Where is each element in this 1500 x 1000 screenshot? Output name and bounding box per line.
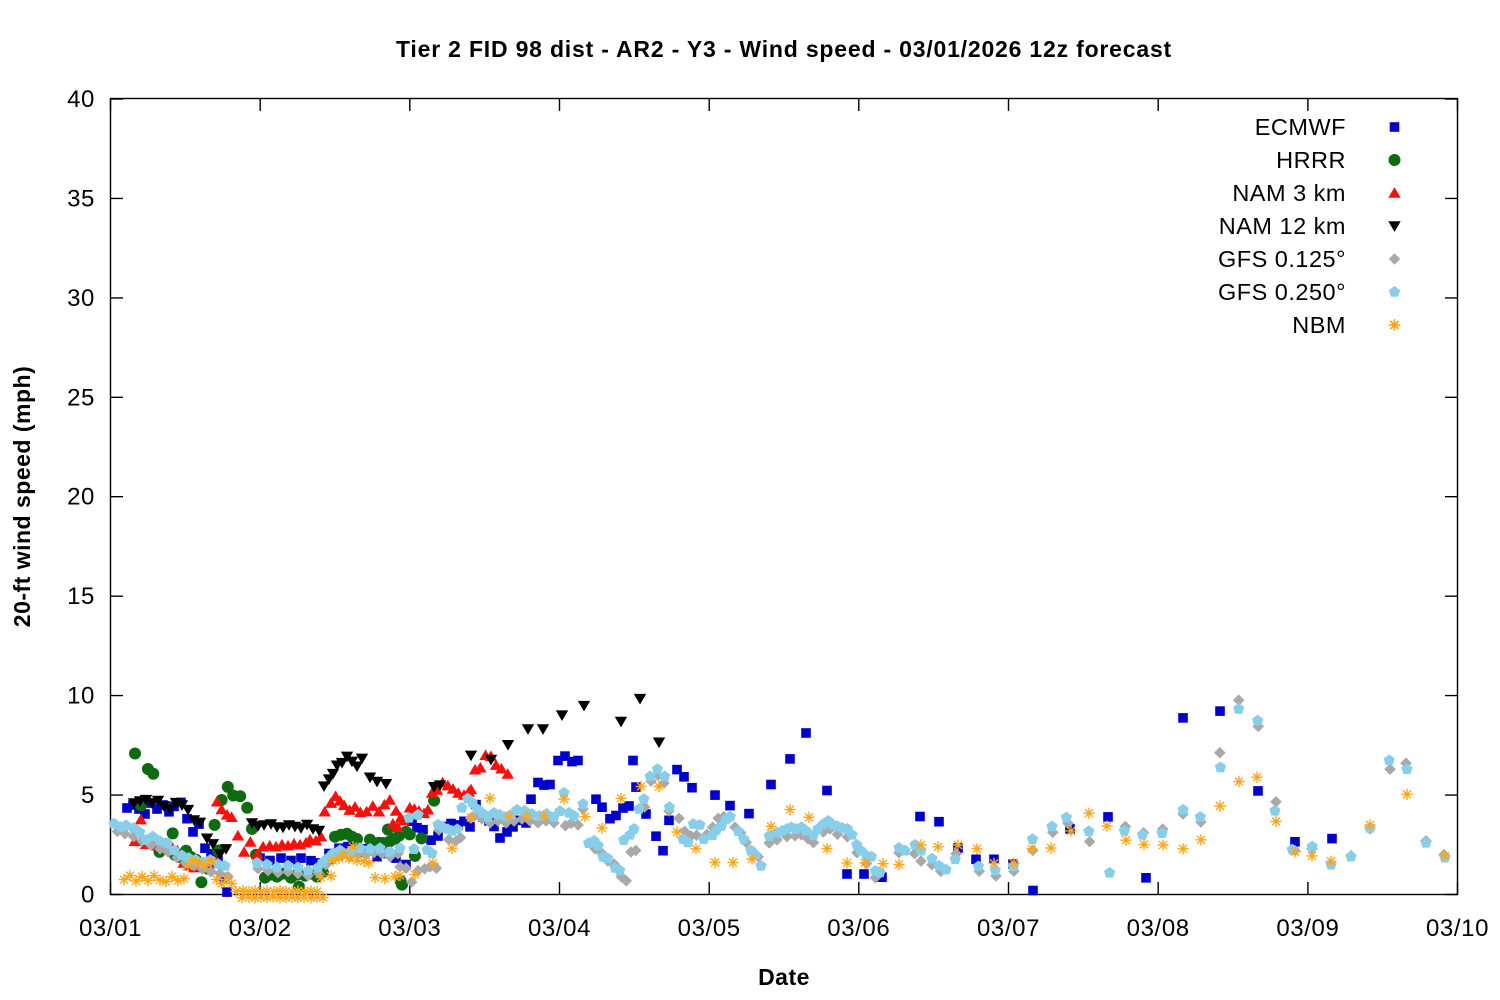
svg-text:03/09: 03/09 <box>1276 915 1339 942</box>
svg-text:03/10: 03/10 <box>1426 915 1489 942</box>
svg-text:15: 15 <box>67 583 95 610</box>
svg-text:Date: Date <box>758 964 810 990</box>
svg-text:NAM 12 km: NAM 12 km <box>1219 213 1346 239</box>
svg-text:NAM 3 km: NAM 3 km <box>1232 180 1346 206</box>
svg-text:03/05: 03/05 <box>678 915 741 942</box>
svg-text:35: 35 <box>67 185 95 212</box>
svg-text:03/01: 03/01 <box>79 915 142 942</box>
svg-text:03/02: 03/02 <box>229 915 292 942</box>
svg-text:5: 5 <box>81 782 95 809</box>
svg-text:GFS 0.250°: GFS 0.250° <box>1218 279 1346 305</box>
svg-text:GFS 0.125°: GFS 0.125° <box>1218 246 1346 272</box>
svg-text:0: 0 <box>81 882 95 909</box>
svg-text:Tier 2 FID 98 dist - AR2 - Y3: Tier 2 FID 98 dist - AR2 - Y3 - Wind spe… <box>396 36 1172 62</box>
svg-text:10: 10 <box>67 683 95 710</box>
svg-text:03/07: 03/07 <box>977 915 1040 942</box>
svg-text:30: 30 <box>67 285 95 312</box>
svg-text:03/06: 03/06 <box>827 915 890 942</box>
svg-text:25: 25 <box>67 384 95 411</box>
svg-text:ECMWF: ECMWF <box>1255 114 1346 140</box>
svg-text:NBM: NBM <box>1292 312 1346 338</box>
svg-text:03/08: 03/08 <box>1127 915 1190 942</box>
svg-text:20-ft wind speed (mph): 20-ft wind speed (mph) <box>9 366 35 627</box>
svg-text:40: 40 <box>67 86 95 113</box>
svg-text:03/04: 03/04 <box>528 915 591 942</box>
svg-text:HRRR: HRRR <box>1276 147 1346 173</box>
svg-text:03/03: 03/03 <box>378 915 441 942</box>
svg-text:20: 20 <box>67 484 95 511</box>
